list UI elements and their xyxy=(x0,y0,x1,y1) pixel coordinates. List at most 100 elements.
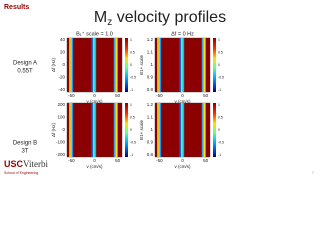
slide: Results Mz velocity profiles Design A 0.… xyxy=(4,3,315,175)
title-sub: z xyxy=(107,17,112,28)
colorbar xyxy=(213,38,216,92)
panel-subtitle: B₁⁺ scale = 1.0 xyxy=(76,30,113,37)
colorbar-tick-label: -1 xyxy=(130,88,133,92)
x-tick-label: 50 xyxy=(115,93,121,98)
x-axis-label: v (cm/s) xyxy=(87,99,103,104)
x-tick-label: 0 xyxy=(93,93,96,98)
x-tick-label: -50 xyxy=(68,93,75,98)
y-tick-label: 1 xyxy=(150,127,153,132)
y-tick-label: 0.8 xyxy=(147,87,154,92)
heatmap-stripe xyxy=(158,38,161,92)
panel-subtitle: Δf = 0 Hz xyxy=(171,31,194,37)
y-tick-label: -40 xyxy=(58,87,65,92)
y-tick-label: 0 xyxy=(62,62,65,67)
row-label: Design A xyxy=(13,61,37,67)
logo-school: School of Engineering xyxy=(4,171,38,175)
heatmap-stripe xyxy=(115,103,118,157)
y-tick-label: 20 xyxy=(60,50,66,55)
page-number: 7 xyxy=(312,171,314,175)
logo: USCViterbi xyxy=(4,159,48,169)
colorbar-tick-label: 0.5 xyxy=(130,50,135,54)
colorbar-tick-label: -0.5 xyxy=(218,75,224,79)
heatmap-stripe xyxy=(203,103,206,157)
heatmap-stripe xyxy=(72,38,74,92)
colorbar-tick-label: -0.5 xyxy=(130,75,136,79)
heatmap-stripe xyxy=(70,38,73,92)
heatmap-stripe xyxy=(72,103,74,157)
colorbar xyxy=(125,103,128,157)
colorbar-tick-label: -1 xyxy=(130,153,133,157)
heatmap-stripe xyxy=(113,38,115,92)
heatmap-stripe xyxy=(92,38,95,92)
x-tick-label: 0 xyxy=(93,158,96,163)
y-axis-label: B1+ scale xyxy=(139,120,144,140)
x-tick-label: 0 xyxy=(181,158,184,163)
colorbar-tick-label: 1 xyxy=(130,38,132,42)
colorbar-tick-label: -0.5 xyxy=(218,140,224,144)
heatmap-stripe xyxy=(158,103,161,157)
colorbar-tick-label: 1 xyxy=(130,103,132,107)
heatmap-stripe xyxy=(203,38,206,92)
heatmap-stripe xyxy=(115,38,118,92)
y-tick-label: -200 xyxy=(56,152,66,157)
y-tick-label: 0 xyxy=(62,127,65,132)
y-tick-label: 1.2 xyxy=(147,102,154,107)
colorbar-tick-label: 0.5 xyxy=(218,50,223,54)
x-tick-label: 50 xyxy=(115,158,121,163)
heatmap-stripe xyxy=(179,38,181,92)
row-field: 3T xyxy=(21,149,28,155)
heatmap-stripe xyxy=(91,103,93,157)
row-label: Design B xyxy=(13,141,37,147)
y-tick-label: 100 xyxy=(57,115,65,120)
colorbar-tick-label: 0 xyxy=(218,63,220,67)
x-tick-label: 50 xyxy=(203,93,209,98)
row-field: 0.55T xyxy=(17,69,33,75)
title-main: M xyxy=(94,9,107,26)
heatmap-stripe xyxy=(157,38,159,92)
y-tick-label: 0.9 xyxy=(147,75,154,80)
y-axis-label: Δf (Hz) xyxy=(51,123,56,138)
colorbar-tick-label: 0 xyxy=(130,63,132,67)
slide-title: Mz velocity profiles xyxy=(94,9,226,27)
logo-usc: USC xyxy=(4,159,24,169)
y-tick-label: 40 xyxy=(60,37,66,42)
colorbar-tick-label: 0.5 xyxy=(218,115,223,119)
y-axis-label: B1+ scale xyxy=(139,55,144,75)
heatmap-stripe xyxy=(94,103,97,157)
colorbar-tick-label: -1 xyxy=(218,153,221,157)
heatmap-stripe xyxy=(114,38,116,92)
heatmap-stripe xyxy=(70,103,73,157)
y-tick-label: 0.9 xyxy=(147,140,154,145)
y-tick-label: 1.1 xyxy=(147,50,154,55)
colorbar-tick-label: 1 xyxy=(218,38,220,42)
heatmap-stripe xyxy=(202,38,204,92)
heatmap-stripe xyxy=(69,103,71,157)
heatmap-stripe xyxy=(69,38,71,92)
colorbar-tick-label: 0.5 xyxy=(130,115,135,119)
x-tick-label: -50 xyxy=(156,158,163,163)
colorbar xyxy=(213,103,216,157)
colorbar xyxy=(125,38,128,92)
x-tick-label: 0 xyxy=(181,93,184,98)
heatmap-stripe xyxy=(113,103,115,157)
heatmap-stripe xyxy=(157,103,159,157)
colorbar-tick-label: 0 xyxy=(218,128,220,132)
heatmap-stripe xyxy=(114,103,116,157)
heatmap-stripe xyxy=(160,103,162,157)
logo-viterbi: Viterbi xyxy=(23,159,48,169)
y-axis-label: Δf (Hz) xyxy=(51,58,56,73)
x-axis-label: v (cm/s) xyxy=(175,99,191,104)
y-tick-label: -20 xyxy=(58,75,65,80)
colorbar-tick-label: 1 xyxy=(218,103,220,107)
y-tick-label: -100 xyxy=(56,140,66,145)
y-tick-label: 200 xyxy=(57,102,65,107)
x-tick-label: -50 xyxy=(156,93,163,98)
y-tick-label: 0.8 xyxy=(147,152,154,157)
y-tick-label: 1.1 xyxy=(147,115,154,120)
heatmap-stripe xyxy=(160,38,162,92)
colorbar-tick-label: -1 xyxy=(218,88,221,92)
heatmap-stripe xyxy=(180,103,183,157)
x-axis-label: v (cm/s) xyxy=(175,164,191,169)
section-label: Results xyxy=(4,4,29,11)
